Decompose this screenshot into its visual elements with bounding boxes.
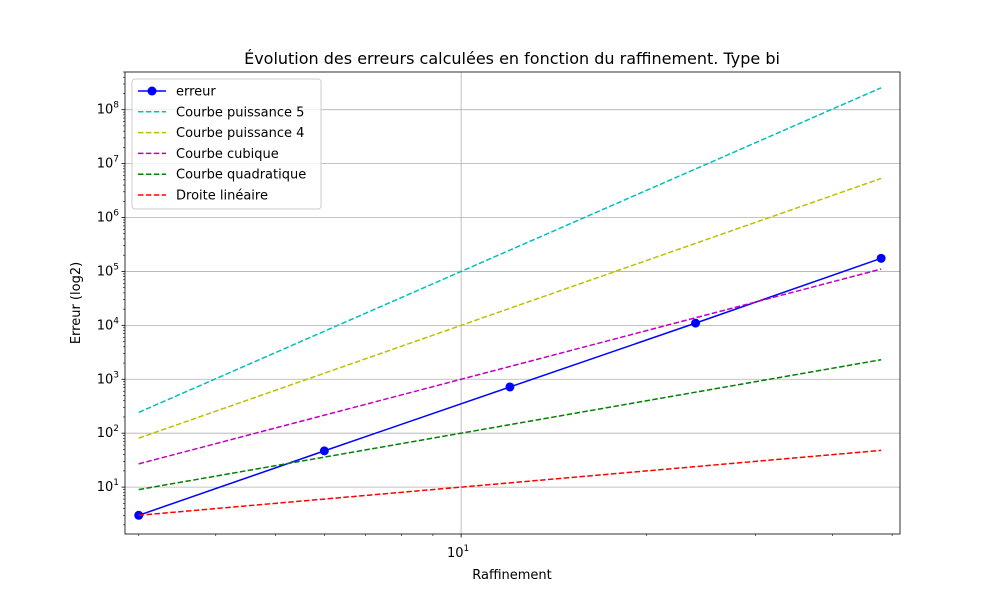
series: [134, 87, 886, 520]
y-tick-label-exponent: 3: [113, 370, 119, 380]
series-line-courbe-puissance-4: [138, 177, 882, 439]
x-axis-label: Raffinement: [472, 568, 552, 583]
y-tick-label-base: 10: [97, 426, 114, 441]
y-tick-label-base: 10: [97, 103, 114, 118]
y-tick-label: 102: [97, 424, 119, 441]
legend-box: [131, 78, 322, 210]
legend-label-courbe-puissance-4: Courbe puissance 4: [176, 126, 304, 141]
y-tick-label: 103: [97, 370, 119, 387]
y-tick-label-exponent: 4: [113, 316, 119, 326]
x-tick-label: 101: [447, 544, 469, 561]
y-tick-label: 107: [97, 155, 119, 172]
y-tick-label-exponent: 5: [113, 262, 119, 272]
data-point-erreur: [505, 382, 515, 392]
y-tick-label-exponent: 7: [113, 155, 119, 165]
legend-label-droite-lineaire: Droite linéaire: [176, 189, 268, 204]
y-tick-label: 101: [97, 478, 119, 495]
series-line-courbe-quadratique: [138, 358, 882, 491]
y-axis-label: Erreur (log2): [69, 262, 84, 344]
series-line-courbe-cubique: [138, 268, 882, 465]
legend-label-courbe-cubique: Courbe cubique: [176, 147, 279, 162]
data-point-erreur: [876, 253, 886, 263]
plot-frame: [124, 71, 901, 535]
y-tick-label-exponent: 2: [113, 424, 119, 434]
y-tick-label-exponent: 1: [113, 478, 119, 488]
y-tick-label-base: 10: [97, 372, 114, 387]
chart-title: Évolution des erreurs calculées en fonct…: [244, 49, 780, 68]
y-tick-label-exponent: 6: [113, 209, 119, 219]
y-tick-label: 104: [97, 316, 120, 333]
data-point-erreur: [319, 446, 329, 456]
y-tick-label-base: 10: [97, 264, 114, 279]
x-tick-label-exponent: 1: [464, 544, 470, 554]
legend-label-courbe-puissance-5: Courbe puissance 5: [176, 105, 304, 120]
y-tick-label: 105: [97, 262, 119, 279]
y-tick-label: 106: [97, 209, 120, 226]
y-tick-label-base: 10: [97, 480, 114, 495]
data-point-erreur: [691, 318, 701, 328]
legend: erreur Courbe puissance 5 Courbe puissance…: [131, 78, 322, 210]
legend-marker-erreur: [147, 86, 157, 96]
y-tick-label-base: 10: [97, 211, 114, 226]
y-tick-label: 108: [97, 101, 120, 118]
y-tick-label-base: 10: [97, 157, 114, 172]
series-line-courbe-puissance-5: [138, 87, 882, 414]
legend-label-courbe-quadratique: Courbe quadratique: [176, 168, 306, 183]
legend-label-erreur: erreur: [176, 85, 216, 100]
x-tick-label-base: 10: [447, 546, 464, 561]
series-line-droite-lineaire: [138, 449, 882, 517]
y-tick-label-base: 10: [97, 318, 114, 333]
y-tick-label-exponent: 8: [113, 101, 119, 111]
